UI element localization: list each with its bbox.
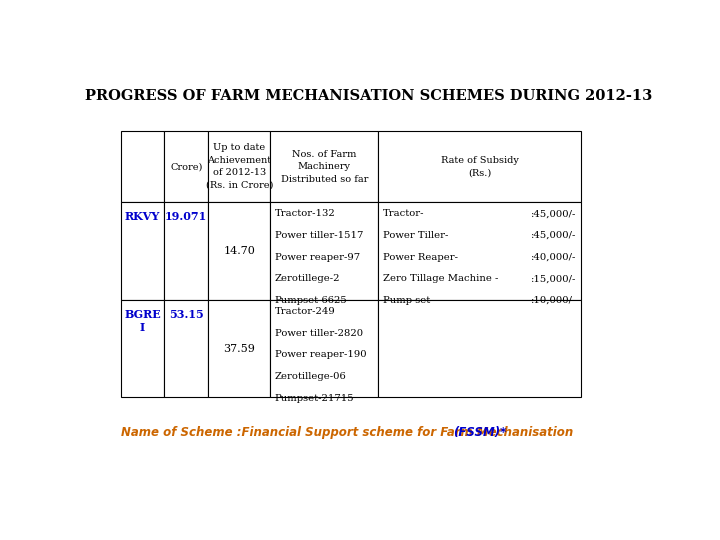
Text: 14.70: 14.70: [223, 246, 255, 256]
Text: Pumpset-6625: Pumpset-6625: [275, 296, 348, 305]
Text: RKVY: RKVY: [125, 211, 161, 222]
Text: Power tiller-1517: Power tiller-1517: [275, 231, 363, 240]
Bar: [379, 131, 581, 202]
Text: Up to date
Achievement
of 2012-13
(Rs. in Crore): Up to date Achievement of 2012-13 (Rs. i…: [205, 143, 273, 190]
Bar: [121, 131, 164, 202]
Text: 53.15: 53.15: [169, 309, 204, 320]
Text: :45,000/-: :45,000/-: [531, 231, 577, 240]
Text: Power reaper-190: Power reaper-190: [275, 350, 366, 360]
Bar: [208, 131, 270, 202]
Bar: [379, 300, 581, 397]
Text: Tractor-: Tractor-: [383, 210, 425, 218]
Bar: [164, 202, 208, 300]
Text: (FSSM)*: (FSSM)*: [453, 426, 506, 439]
Bar: [208, 202, 270, 300]
Bar: [270, 202, 379, 300]
Text: :40,000/-: :40,000/-: [531, 253, 577, 261]
Bar: [121, 300, 164, 397]
Bar: [208, 300, 270, 397]
Text: Power tiller-2820: Power tiller-2820: [275, 329, 363, 338]
Text: Power Reaper-: Power Reaper-: [383, 253, 458, 261]
Text: Rate of Subsidy
(Rs.): Rate of Subsidy (Rs.): [441, 156, 518, 177]
Bar: [270, 300, 379, 397]
Text: Zerotillege-06: Zerotillege-06: [275, 372, 346, 381]
Text: Crore): Crore): [170, 162, 202, 171]
Text: Nos. of Farm
Machinery
Distributed so far: Nos. of Farm Machinery Distributed so fa…: [281, 150, 368, 184]
Bar: [164, 131, 208, 202]
Text: Power Tiller-: Power Tiller-: [383, 231, 449, 240]
Bar: [270, 131, 379, 202]
Text: :15,000/-: :15,000/-: [531, 274, 577, 283]
Text: Pump set-: Pump set-: [383, 296, 433, 305]
Text: Power reaper-97: Power reaper-97: [275, 253, 360, 261]
Text: PROGRESS OF FARM MECHANISATION SCHEMES DURING 2012-13: PROGRESS OF FARM MECHANISATION SCHEMES D…: [86, 89, 652, 103]
Bar: [121, 202, 164, 300]
Text: :45,000/-: :45,000/-: [531, 210, 577, 218]
Text: Name of Scheme :Financial Support scheme for Farm Mechanisation: Name of Scheme :Financial Support scheme…: [121, 426, 577, 439]
Text: Pumpset-21715: Pumpset-21715: [275, 394, 354, 403]
Bar: [379, 202, 581, 300]
Text: Zerotillege-2: Zerotillege-2: [275, 274, 341, 283]
Text: Zero Tillage Machine -: Zero Tillage Machine -: [383, 274, 498, 283]
Text: BGRE
I: BGRE I: [124, 309, 161, 333]
Text: 19.071: 19.071: [165, 211, 207, 222]
Text: 37.59: 37.59: [223, 343, 255, 354]
Text: :10,000/-: :10,000/-: [531, 296, 577, 305]
Text: Tractor-132: Tractor-132: [275, 210, 336, 218]
Text: Tractor-249: Tractor-249: [275, 307, 336, 316]
Bar: [164, 300, 208, 397]
